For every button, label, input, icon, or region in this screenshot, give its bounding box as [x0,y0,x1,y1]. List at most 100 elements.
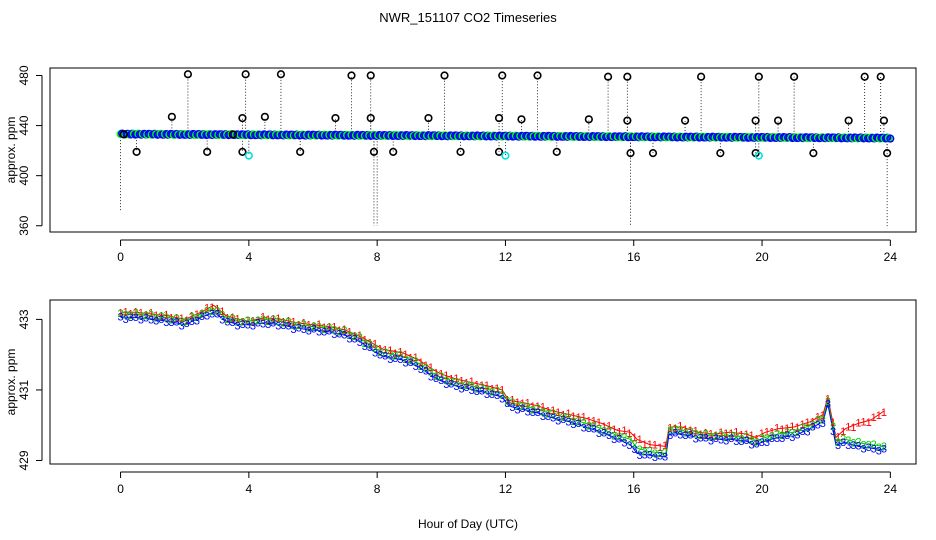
series-3-marker: 3 [173,317,179,329]
cyan-flag-point [754,151,763,160]
outlier-high-point [494,113,504,123]
series-3-marker: 3 [316,326,322,338]
series-3-marker: 3 [876,445,882,457]
series-3-marker: 3 [631,444,637,456]
bottom-y-axis-label: approx. ppm [4,349,18,416]
series-1-marker: 1 [392,348,398,360]
series-2-marker: 2 [341,325,347,337]
series-1-marker: 1 [362,335,368,347]
series-1-marker: 1 [143,310,149,322]
outlier-high-point [347,71,356,80]
series-2-marker: 2 [611,430,617,442]
outlier-low-point [648,149,658,158]
outlier-high-point [623,72,632,81]
series-3-marker: 3 [270,318,276,330]
series-1-marker: 1 [260,312,266,324]
outlier-high-point [584,115,593,124]
outlier-high-point [440,71,449,80]
series-3-marker: 3 [749,439,755,451]
series-1-marker: 1 [749,430,755,442]
series-3-marker: 3 [606,430,612,442]
series-3-marker: 3 [153,316,159,328]
series-1-marker: 1 [677,421,683,433]
series-2-marker: 2 [423,362,429,374]
top-y-tick-label: 440 [17,115,31,135]
outlier-high-point [228,130,237,139]
bottom-x-tick-label: 16 [627,482,641,496]
series-3-marker: 3 [723,435,729,447]
series-2-marker: 2 [458,380,464,392]
series-1-marker: 1 [855,418,861,430]
series-1-marker: 1 [377,344,383,356]
series-1-marker: 1 [866,417,872,429]
series-3-marker: 3 [377,350,383,362]
series-2-marker: 2 [489,387,495,399]
series-3-marker: 3 [570,419,576,431]
series-1-marker: 1 [586,415,592,427]
series-2-marker: 2 [402,354,408,366]
series-3-marker: 3 [743,435,749,447]
series-3-marker: 3 [336,329,342,341]
series-3-marker: 3 [713,433,719,445]
series-1-marker: 1 [128,309,134,321]
series-3-marker: 3 [682,430,688,442]
series-3-marker: 3 [275,321,281,333]
series-1-marker: 1 [184,315,190,327]
series-2-marker: 2 [448,376,454,388]
series-2-marker: 2 [372,343,378,355]
series-3-marker: 3 [148,314,154,326]
series-3-marker: 3 [591,424,597,436]
outlier-low-point [296,147,305,156]
series-1-marker: 1 [204,302,210,314]
series-2-marker: 2 [581,418,587,430]
series-3-marker: 3 [642,449,648,461]
series-3-marker: 3 [520,403,526,415]
series-3-marker: 3 [296,322,302,334]
series-3-marker: 3 [255,317,261,329]
series-2-marker: 2 [718,430,724,442]
series-1-marker: 1 [642,439,648,451]
series-2-marker: 2 [224,314,230,326]
series-3-marker: 3 [448,379,454,391]
series-2-marker: 2 [764,433,770,445]
series-3-marker: 3 [209,309,215,321]
series-2-marker: 2 [545,409,551,421]
series-2-marker: 2 [428,367,434,379]
series-3-marker: 3 [128,312,134,324]
series-1-marker: 1 [570,411,576,423]
series-1-marker: 1 [255,315,261,327]
series-3-marker: 3 [250,320,256,332]
series-3-marker: 3 [784,430,790,442]
series-1-marker: 1 [382,344,388,356]
series-3-marker: 3 [596,428,602,440]
series-3-marker: 3 [285,321,291,333]
series-1-marker: 1 [845,421,851,433]
series-2-marker: 2 [474,384,480,396]
series-2-marker: 2 [825,396,831,408]
series-1-marker: 1 [540,402,546,414]
series-1-marker: 1 [850,422,856,434]
series-3-marker: 3 [489,389,495,401]
bottom-x-tick-label: 8 [374,482,381,496]
series-2-marker: 2 [362,338,368,350]
series-3-marker: 3 [616,434,622,446]
series-3-marker: 3 [850,440,856,452]
series-2-marker: 2 [347,330,353,342]
series-3-marker: 3 [240,319,246,331]
series-1-marker: 1 [367,337,373,349]
series-2-marker: 2 [749,435,755,447]
series-3-marker: 3 [805,426,811,438]
series-3-marker: 3 [881,443,887,455]
series-1-marker: 1 [275,313,281,325]
outlier-high-point [680,116,690,125]
series-1-marker: 1 [545,406,551,418]
series-1-marker: 1 [576,412,582,424]
outlier-low-point [389,147,398,156]
top-data-marks [116,70,895,229]
series-2-marker: 2 [866,440,872,452]
series-1-marker: 1 [759,428,765,440]
outlier-high-point [366,71,375,80]
bottom-x-tick-label: 0 [117,482,124,496]
series-1-marker: 1 [769,427,775,439]
series-1-line [120,304,885,447]
